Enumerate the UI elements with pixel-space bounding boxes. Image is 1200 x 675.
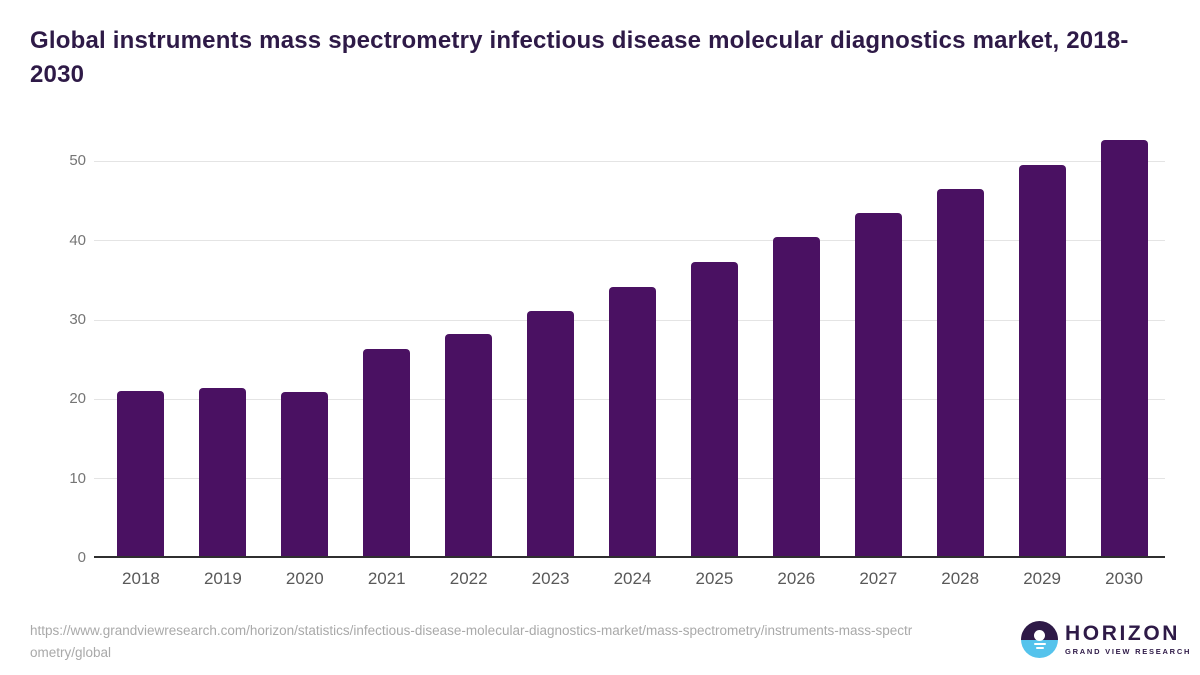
x-axis-label-2027: 2027 [859,569,898,588]
x-axis-label-2025: 2025 [695,569,734,588]
bar-2026[interactable] [772,237,820,558]
x-axis-label-2030: 2030 [1105,569,1143,588]
bar-2030[interactable] [1100,139,1148,558]
bar-2018[interactable] [117,390,165,558]
sun-reflection-dash [1033,642,1046,645]
chart-title: Global instruments mass spectrometry inf… [30,27,1129,88]
bar-slot-2027 [837,128,919,558]
y-tick-label-0: 0 [77,549,86,566]
x-axis-label-2019: 2019 [203,569,242,588]
bar-2029[interactable] [1018,164,1066,558]
bar-2023[interactable] [527,311,575,558]
y-tick-label-40: 40 [69,231,86,249]
x-axis-label-2022: 2022 [449,569,488,588]
x-axis-label-2021: 2021 [367,569,406,588]
horizon-logo[interactable]: HORIZON GRAND VIEW RESEARCH [1021,621,1191,658]
bar-slot-2022 [428,128,510,558]
logo-brand-name: HORIZON [1065,622,1181,645]
x-axis-label-2024: 2024 [613,569,652,588]
bar-2025[interactable] [690,262,738,558]
bar-slot-2026 [755,128,837,558]
bar-2027[interactable] [854,212,902,558]
bar-slot-2028 [919,128,1001,558]
bar-slot-2025 [673,128,755,558]
x-axis-line [94,556,1165,558]
bar-2022[interactable] [445,334,493,558]
x-axis-labels: 2018 2019 2020 2021 2022 2023 2024 2025 2026 2027… [100,569,1165,589]
y-tick-label-50: 50 [69,152,86,170]
y-tick-label-30: 30 [69,311,86,328]
x-axis-label-2028: 2028 [941,569,980,588]
x-axis-label-2020: 2020 [285,569,324,588]
bar-2020[interactable] [281,392,329,558]
bar-2024[interactable] [608,287,656,558]
gridline-40 [94,240,1165,242]
bars-row [100,128,1165,558]
y-tick-label-10: 10 [69,469,86,487]
horizon-logo-icon [1021,621,1058,658]
logo-tagline: GRAND VIEW RESEARCH [1065,647,1192,656]
bar-slot-2023 [510,128,592,558]
logo-text: HORIZON GRAND VIEW RESEARCH [1065,623,1191,656]
x-axis-label-2029: 2029 [1023,569,1062,588]
bar-slot-2018 [100,128,182,558]
source-url: https://www.grandviewresearch.com/horizo… [30,623,913,660]
bar-slot-2029 [1001,128,1083,558]
bar-slot-2019 [182,128,264,558]
sun-reflection-dash [1035,646,1044,649]
bar-slot-2024 [592,128,674,558]
bar-2021[interactable] [363,348,411,558]
sun-icon [1034,630,1045,641]
bar-2019[interactable] [199,388,247,558]
bar-2028[interactable] [936,189,984,558]
x-axis-label-2023: 2023 [531,569,570,588]
bar-slot-2021 [346,128,428,558]
y-tick-label-20: 20 [69,390,86,408]
bar-slot-2030 [1083,128,1165,558]
gridline-50 [94,160,1165,162]
x-axis-label-2018: 2018 [122,569,160,588]
x-axis-label-2026: 2026 [777,569,816,588]
bar-slot-2020 [264,128,346,558]
